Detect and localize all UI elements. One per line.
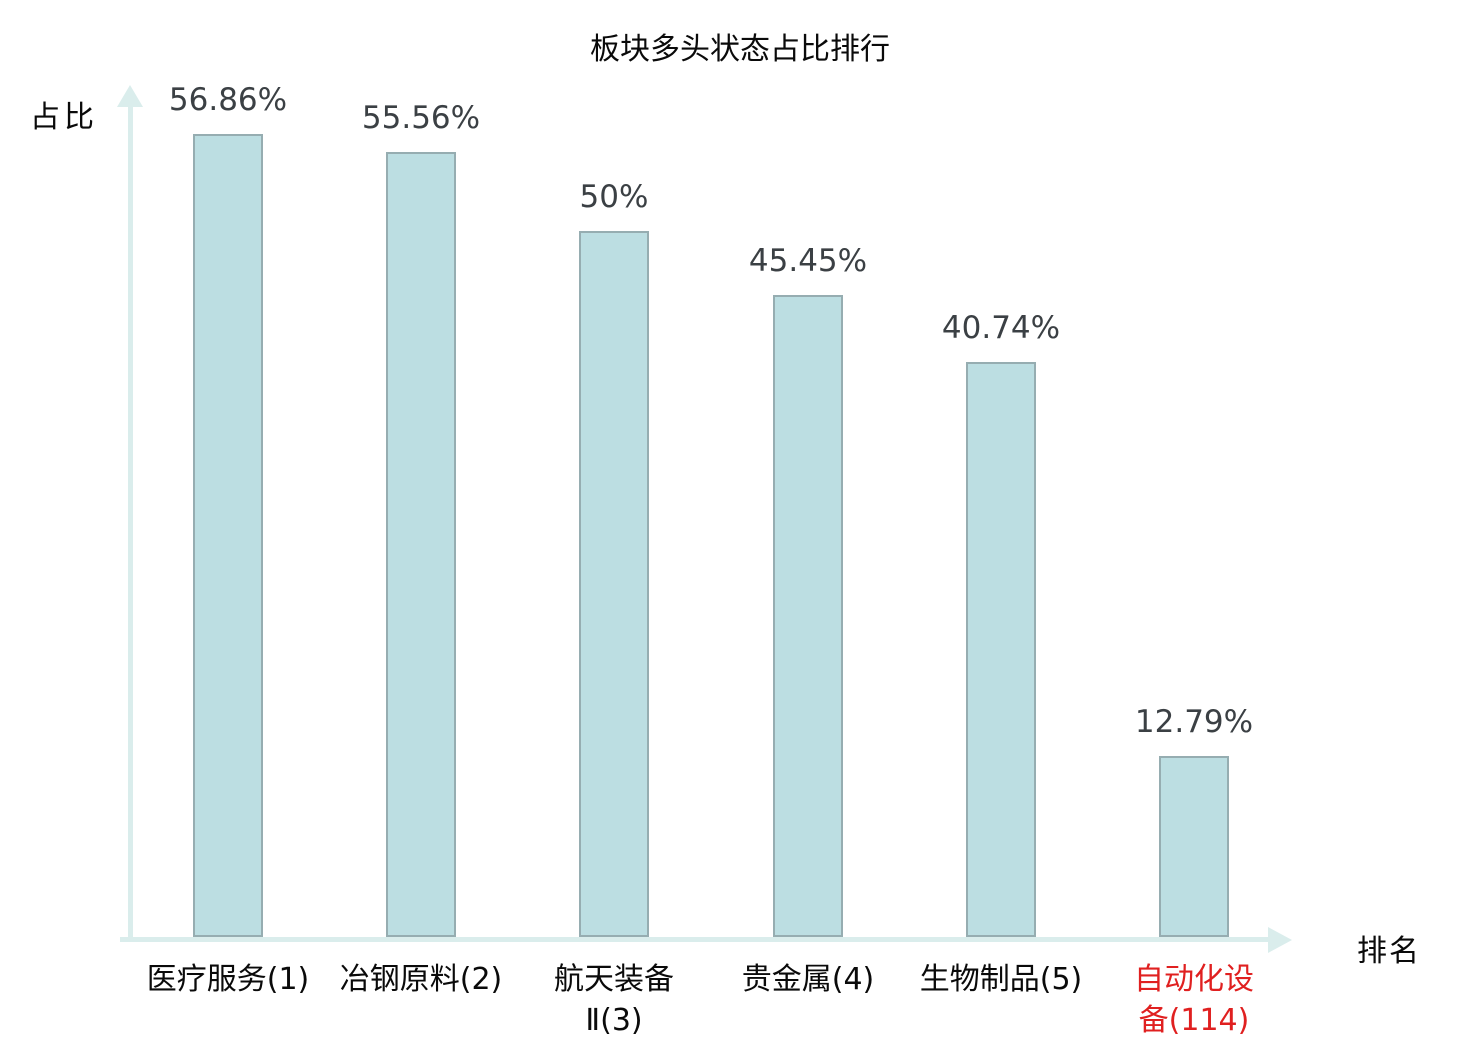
y-axis-line [128,106,133,942]
y-axis-label: 占比 [30,100,98,135]
bar-value-label-1: 56.86% [168,82,288,118]
bar-value-label-5: 40.74% [941,310,1061,346]
bar-value-label-3: 50% [579,179,649,215]
bar-5 [966,362,1036,937]
x-category-label-2: 冶钢原料(2) [339,962,503,997]
bar-value-label-6: 12.79% [1134,704,1254,740]
x-category-label-3: 航天装备 Ⅱ(3) [554,962,674,1038]
bar-value-label-2: 55.56% [361,100,481,136]
x-axis-line [120,937,1268,942]
x-axis-label: 排名 [1357,934,1421,969]
y-axis-arrow-icon [117,85,143,107]
x-category-label-6: 自动化设 备(114) [1134,962,1254,1038]
bar-2 [386,152,456,937]
x-axis-arrow-icon [1268,927,1292,953]
x-category-label-4: 贵金属(4) [741,962,875,997]
bar-1 [193,134,263,937]
x-category-label-1: 医疗服务(1) [146,962,310,997]
bar-6 [1159,756,1229,937]
bar-3 [579,231,649,937]
chart-title: 板块多头状态占比排行 [590,32,890,67]
bar-4 [773,295,843,937]
bar-value-label-4: 45.45% [748,243,868,279]
x-category-label-5: 生物制品(5) [919,962,1083,997]
